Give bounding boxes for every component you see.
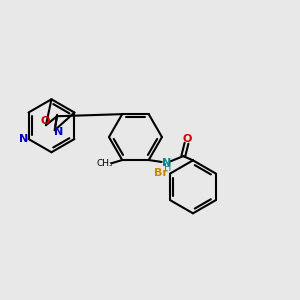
Text: N: N xyxy=(54,127,64,137)
Text: CH₃: CH₃ xyxy=(97,159,113,168)
Text: N: N xyxy=(162,158,171,168)
Text: Br: Br xyxy=(154,168,168,178)
Text: O: O xyxy=(183,134,192,144)
Text: N: N xyxy=(19,134,28,144)
Text: H: H xyxy=(164,164,172,173)
Text: O: O xyxy=(40,116,50,126)
